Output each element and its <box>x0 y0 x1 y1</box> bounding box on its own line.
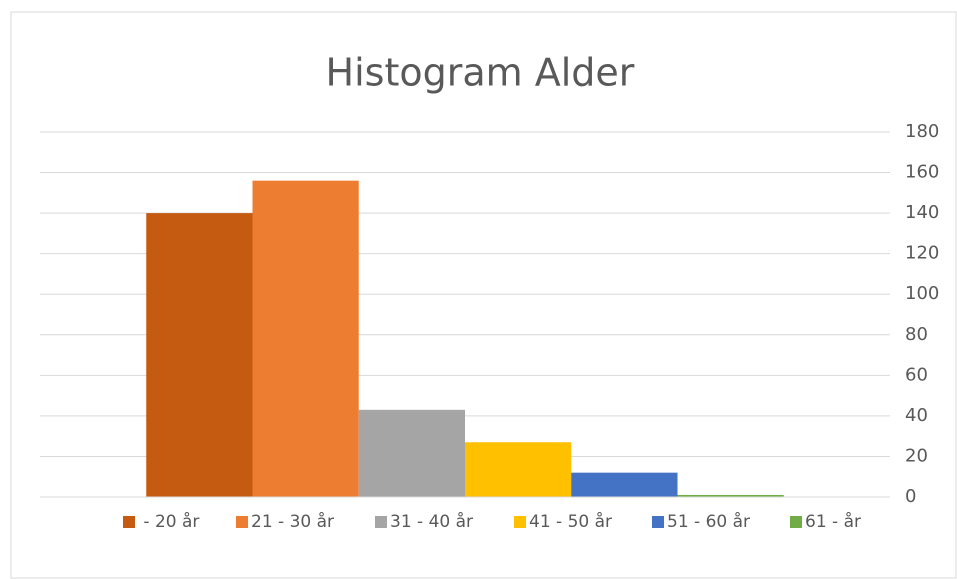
y-tick-label: 140 <box>905 202 939 223</box>
y-tick-label: 120 <box>905 243 939 264</box>
bar <box>465 442 572 497</box>
y-tick-label: 0 <box>905 486 916 507</box>
legend-swatch <box>375 516 387 528</box>
y-tick-label: 40 <box>905 405 928 426</box>
legend-label: 51 - 60 år <box>667 511 750 532</box>
legend-swatch <box>514 516 526 528</box>
bar <box>146 213 253 497</box>
legend-label: 21 - 30 år <box>251 511 334 532</box>
legend-swatch <box>790 516 802 528</box>
legend-label: 31 - 40 år <box>390 511 473 532</box>
y-tick-label: 100 <box>905 283 939 304</box>
y-tick-label: 80 <box>905 324 928 345</box>
legend-swatch <box>652 516 664 528</box>
legend-label: - 20 år <box>138 511 199 532</box>
bar <box>358 409 465 497</box>
legend-label: 61 - år <box>805 511 861 532</box>
bar <box>677 494 784 497</box>
legend-label: 41 - 50 år <box>529 511 612 532</box>
legend-swatch <box>236 516 248 528</box>
y-tick-label: 180 <box>905 121 939 142</box>
chart-title: Histogram Alder <box>326 51 635 95</box>
bar <box>571 472 678 497</box>
y-tick-label: 160 <box>905 162 939 183</box>
y-tick-label: 60 <box>905 364 928 385</box>
legend-swatch <box>123 516 135 528</box>
y-tick-label: 20 <box>905 445 928 466</box>
bar <box>252 180 359 497</box>
